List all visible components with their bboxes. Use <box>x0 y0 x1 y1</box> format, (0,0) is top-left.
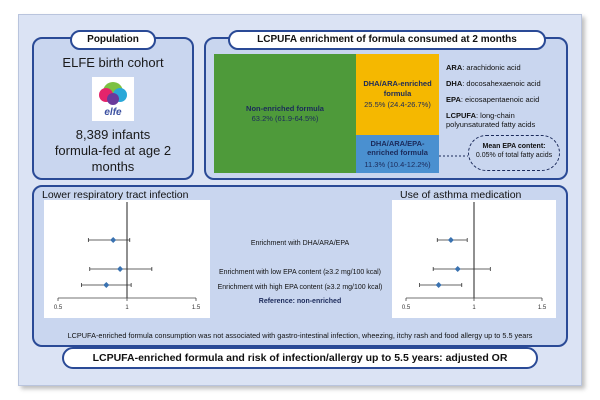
glossary-epa: EPA: eicosapentaenoic acid <box>446 95 558 104</box>
treemap-nonenriched-label: Non-enriched formula <box>246 104 324 114</box>
glossary-lcpufa-abbr: LCPUFA <box>446 111 476 120</box>
population-panel: ELFE birth cohort elfe 8,389 infants for… <box>32 37 194 180</box>
treemap-dha-ara-epa-label: DHA/ARA/EPA-enriched formula <box>367 138 428 158</box>
left-tick-label-0: 0.5 <box>54 305 63 311</box>
glossary-lcpufa: LCPUFA: long-chain polyunsaturated fatty… <box>446 111 558 130</box>
elfe-logo: elfe <box>92 77 134 121</box>
glossary-ara-def: : arachidonic acid <box>462 63 521 72</box>
right-point-2 <box>435 282 442 288</box>
elfe-logo-text: elfe <box>104 107 122 118</box>
reference-label: Reference: non-enriched <box>258 298 342 305</box>
glossary-epa-abbr: EPA <box>446 95 461 104</box>
bottom-title: LCPUFA-enriched formula and risk of infe… <box>62 347 538 369</box>
population-title: Population <box>70 30 156 50</box>
left-point-2 <box>103 282 110 288</box>
right-tick-label-0: 0.5 <box>402 305 411 311</box>
left-point-1 <box>117 266 124 272</box>
glossary-dha-def: : docosahexaenoic acid <box>462 79 541 88</box>
enrichment-title: LCPUFA enrichment of formula consumed at… <box>228 30 546 50</box>
right-point-1 <box>454 266 461 272</box>
epa-content-title: Mean EPA content: <box>482 143 546 150</box>
glossary-dha: DHA: docosahexaenoic acid <box>446 79 558 88</box>
glossary-lcpufa-def: : long-chain polyunsaturated fatty acids <box>446 111 536 130</box>
epa-content-value: 0.05% of total fatty acids <box>475 152 553 160</box>
row-label-low-epa: Enrichment with low EPA content (≥3.2 mg… <box>218 269 382 276</box>
treemap-dha-ara-value: 25.5% (24.4-26.7%) <box>364 100 431 110</box>
glossary-epa-def: : eicosapentaenoic acid <box>460 95 540 104</box>
treemap-nonenriched: Non-enriched formula 63.2% (61.9-64.5%) <box>214 54 356 173</box>
cohort-name: ELFE birth cohort <box>62 55 164 70</box>
treemap-dha-ara: DHA/ARA-enriched formula 25.5% (24.4-26.… <box>356 54 439 135</box>
left-tick-label-2: 1.5 <box>192 305 201 311</box>
right-forest-title: Use of asthma medication <box>400 189 522 201</box>
epa-content-callout: Mean EPA content: 0.05% of total fatty a… <box>468 135 560 171</box>
population-desc-line1: formula-fed at age 2 <box>54 143 172 158</box>
population-desc-line2: months <box>91 159 135 174</box>
glossary-dha-abbr: DHA <box>446 79 463 88</box>
glossary-ara: ARA: arachidonic acid <box>446 63 558 72</box>
left-point-0 <box>110 237 117 243</box>
treemap-nonenriched-value: 63.2% (61.9-64.5%) <box>251 113 319 123</box>
right-tick-label-2: 1.5 <box>538 305 547 311</box>
epa-callout-connector <box>439 155 468 157</box>
right-tick-label-1: 1 <box>472 305 476 311</box>
row-label-high-epa: Enrichment with high EPA content (≥3.2 m… <box>217 284 383 291</box>
left-forest-plot: 0.5 1 1.5 <box>44 200 210 318</box>
treemap-dha-ara-label: DHA/ARA-enriched formula <box>363 79 432 98</box>
treemap-dha-ara-epa-value: 11.3% (10.4-12.2%) <box>364 159 431 169</box>
infant-count: 8,389 infants <box>75 127 151 142</box>
footer-note: LCPUFA-enriched formula consumption was … <box>67 331 533 340</box>
right-forest-plot: 0.5 1 1.5 <box>392 200 556 318</box>
left-tick-label-1: 1 <box>125 305 129 311</box>
right-point-0 <box>447 237 454 243</box>
left-forest-title: Lower respiratory tract infection <box>42 189 189 201</box>
treemap-dha-ara-epa: DHA/ARA/EPA-enriched formula 11.3% (10.4… <box>356 135 439 173</box>
row-label-dha-ara-epa: Enrichment with DHA/ARA/EPA <box>250 240 350 247</box>
glossary-ara-abbr: ARA <box>446 63 463 72</box>
